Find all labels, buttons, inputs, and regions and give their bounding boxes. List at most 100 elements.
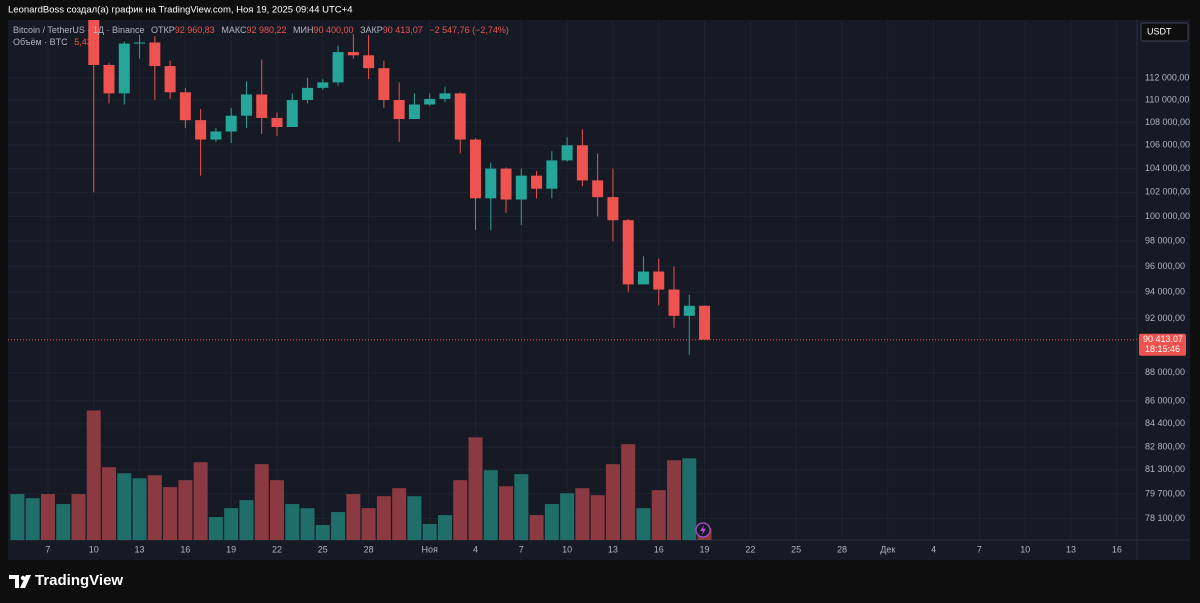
volume-bar <box>621 444 636 540</box>
candle-body <box>408 104 420 120</box>
candle-body <box>302 87 314 101</box>
x-tick-label: 4 <box>473 544 478 554</box>
candle-body <box>118 43 130 94</box>
volume-bar <box>269 480 284 540</box>
volume-bar <box>560 493 575 540</box>
candle-body <box>699 305 711 340</box>
last-price-box <box>1139 333 1186 356</box>
volume-bar <box>361 508 376 540</box>
volume-bar <box>285 504 300 540</box>
volume-bar <box>437 515 452 540</box>
candle-body <box>363 55 375 69</box>
candle-body <box>485 168 497 199</box>
candle-body <box>500 168 512 200</box>
volume-bar <box>544 504 559 540</box>
volume-label: Объём · BTC <box>13 37 68 47</box>
candle-body <box>454 93 466 140</box>
brand: TradingView <box>35 572 123 589</box>
low-value: 90 400,00 <box>314 25 354 35</box>
candle-body <box>653 271 665 290</box>
volume-bar <box>132 478 147 540</box>
x-tick-label: 13 <box>608 544 618 554</box>
volume-bar <box>224 508 239 540</box>
candle-body <box>393 100 405 120</box>
volume-bar <box>376 496 391 540</box>
candle-body <box>210 131 222 140</box>
volume-bar <box>514 474 529 540</box>
candle-body <box>88 20 100 65</box>
y-tick-label: 81 300,00 <box>1145 464 1185 474</box>
volume-bar <box>453 480 468 540</box>
x-tick-label: 22 <box>745 544 755 554</box>
volume-bar <box>575 488 590 540</box>
y-tick-label: 88 000,00 <box>1145 367 1185 377</box>
volume-bar <box>636 508 651 540</box>
candle-body <box>347 52 359 56</box>
volume-bar <box>147 475 162 540</box>
candle-body <box>668 289 680 316</box>
x-tick-label: 7 <box>45 544 50 554</box>
volume-bar <box>667 460 682 540</box>
volume-bar <box>178 480 193 540</box>
y-tick-label: 79 700,00 <box>1145 488 1185 498</box>
x-tick-label: 19 <box>226 544 236 554</box>
y-tick-label: 96 000,00 <box>1145 261 1185 271</box>
volume-bar <box>315 525 330 540</box>
candle-body <box>576 145 588 181</box>
legend: Bitcoin / TetherUS · 1Д · Binance ОТКР92… <box>13 25 509 35</box>
candle-body <box>424 98 436 105</box>
event-icon-bolt <box>700 525 706 535</box>
volume-bar <box>117 473 132 540</box>
logo <box>9 575 31 588</box>
volume-bar <box>71 494 86 540</box>
candle-body <box>470 139 481 199</box>
y-tick-label: 100 000,00 <box>1145 211 1190 221</box>
x-tick-label: 10 <box>89 544 99 554</box>
candle-body <box>225 115 237 132</box>
candle-body <box>546 160 558 189</box>
candle-body <box>378 68 390 101</box>
volume-bar <box>208 517 223 540</box>
x-tick-label: 16 <box>180 544 190 554</box>
currency-box[interactable] <box>1140 22 1189 42</box>
open-label: ОТКР <box>151 25 175 35</box>
currency[interactable]: USDT <box>1147 26 1172 36</box>
volume-bar <box>468 437 483 540</box>
close-value: 90 413,07 <box>383 25 423 35</box>
candle-body <box>317 82 329 88</box>
change: −2 547,76 (−2,74%) <box>429 25 509 35</box>
volume-bar <box>346 494 361 540</box>
high-value: 92 980,22 <box>246 25 286 35</box>
volume-bar <box>407 496 422 540</box>
y-tick-label: 94 000,00 <box>1145 287 1185 297</box>
volume-bar <box>25 498 40 540</box>
volume-bar <box>392 488 407 540</box>
volume-bar <box>605 464 620 540</box>
volume-bar <box>483 470 498 540</box>
volume-bar <box>102 467 117 540</box>
x-tick-label: 7 <box>977 544 982 554</box>
candle-body <box>103 64 115 94</box>
x-tick-label: Дек <box>880 544 895 554</box>
candle-body <box>607 197 619 221</box>
y-tick-label: 86 000,00 <box>1145 395 1185 405</box>
candle-body <box>622 220 634 285</box>
y-tick-label: 82 800,00 <box>1145 442 1185 452</box>
volume-bar <box>529 515 544 540</box>
y-tick-label: 112 000,00 <box>1145 72 1189 82</box>
x-tick-label: 10 <box>562 544 572 554</box>
x-tick-label: 16 <box>1112 544 1122 554</box>
y-tick-label: 110 000,00 <box>1145 94 1189 104</box>
header: LeonardBoss создал(а) график на TradingV… <box>8 5 352 16</box>
overlay: 112 000,00 110 000,00 108 000,00 106 000,00… <box>45 72 1190 554</box>
countdown: 18:15:46 <box>1145 344 1180 354</box>
close-label: ЗАКР <box>360 25 383 35</box>
volume-bar <box>239 500 254 540</box>
candle-body <box>637 271 649 285</box>
volume-bar <box>56 504 71 540</box>
x-tick-label: 4 <box>931 544 936 554</box>
x-tick-label: 7 <box>519 544 524 554</box>
volume-bar <box>254 464 269 540</box>
x-tick-label: 25 <box>791 544 801 554</box>
candle-body <box>179 92 191 121</box>
